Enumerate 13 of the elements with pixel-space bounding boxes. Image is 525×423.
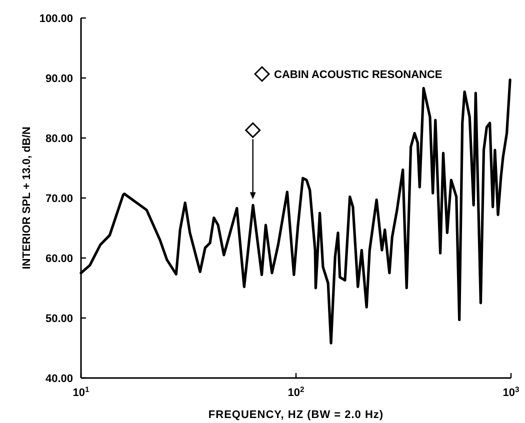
y-tick-label: 40.00 xyxy=(45,372,73,385)
y-tick-label: 100.00 xyxy=(39,12,73,25)
y-tick-label: 80.00 xyxy=(45,132,73,145)
y-tick-label: 60.00 xyxy=(45,252,73,265)
y-tick-label: 90.00 xyxy=(45,72,73,85)
y-tick-label: 70.00 xyxy=(45,192,73,205)
y-axis-title: INTERIOR SPL + 13.0, dB/N xyxy=(21,126,33,270)
x-tick-label: 10$^{2}$ xyxy=(288,384,304,399)
x-tick-label: 10$^{1}$ xyxy=(72,384,90,399)
x-axis-title: FREQUENCY, HZ (BW = 2.0 Hz) xyxy=(208,409,384,421)
y-tick-label: 50.00 xyxy=(45,312,73,325)
x-tick-label: 10$^{3}$ xyxy=(502,384,520,399)
legend-label: CABIN ACOUSTIC RESONANCE xyxy=(274,68,442,81)
